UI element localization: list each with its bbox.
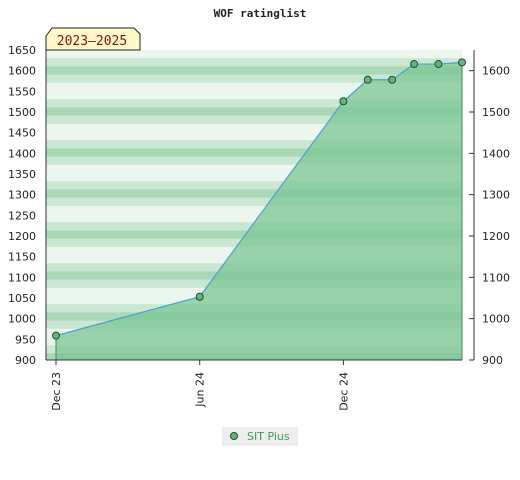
y-tick-label-right: 1500 <box>482 106 510 119</box>
y-tick-label-left: 1100 <box>8 271 36 284</box>
x-tick-label: Dec 23 <box>50 372 63 411</box>
grid-band <box>46 58 462 67</box>
y-axis-right: 900 1000 1100 1200 1300 1400 1500 1600 <box>469 65 510 367</box>
data-point <box>363 75 372 84</box>
y-tick-label-left: 1050 <box>8 292 36 305</box>
y-tick-label-left: 1600 <box>8 65 36 78</box>
data-point <box>195 292 204 301</box>
x-axis: Dec 23 Jun 24 Dec 24 <box>50 360 350 411</box>
legend-marker <box>230 432 238 440</box>
grid-band <box>46 156 462 166</box>
y-tick-label-right: 1300 <box>482 189 510 202</box>
grid-band <box>46 173 462 182</box>
grid-band <box>46 66 462 75</box>
y-tick-label-left: 950 <box>15 333 36 346</box>
y-tick-label-left: 1500 <box>8 106 36 119</box>
y-tick-label-right: 900 <box>482 354 503 367</box>
series-line-layer <box>55 61 463 360</box>
grid-band <box>46 115 462 125</box>
grid-band <box>46 50 462 59</box>
series-area <box>56 62 462 361</box>
grid-band <box>46 123 462 133</box>
y-tick-label-left: 900 <box>15 354 36 367</box>
grid-band <box>46 148 462 157</box>
data-point <box>458 58 466 67</box>
x-tick-label: Dec 24 <box>337 372 350 411</box>
series-area-fill <box>56 62 462 361</box>
grid-band <box>46 140 462 149</box>
grid-band <box>46 197 462 207</box>
data-point <box>388 75 397 84</box>
grid-band <box>46 107 462 116</box>
chart-title: WOF ratinglist <box>214 7 307 20</box>
y-tick-label-left: 1550 <box>8 85 36 98</box>
legend-label: SIT Pius <box>247 430 290 443</box>
grid-band <box>46 189 462 198</box>
grid-band <box>46 214 462 223</box>
period-badge: 2023–2025 <box>45 27 141 51</box>
data-point <box>410 60 419 69</box>
badge-label: 2023–2025 <box>57 34 127 49</box>
grid-band <box>46 132 462 141</box>
y-tick-label-left: 1150 <box>8 251 36 264</box>
y-tick-label-left: 1000 <box>8 313 36 326</box>
data-point <box>52 331 60 340</box>
y-tick-label-right: 1200 <box>482 230 510 243</box>
y-tick-label-left: 1400 <box>8 147 36 160</box>
grid-band <box>46 181 462 190</box>
y-axis-left: 900 950 1000 1050 1100 1150 1200 1250 1300 1350 14… <box>8 44 36 367</box>
badge-box <box>45 27 141 51</box>
series-markers <box>52 58 466 340</box>
y-tick-label-left: 1300 <box>8 189 36 202</box>
y-tick-label-left: 1450 <box>8 127 36 140</box>
data-point <box>434 60 443 69</box>
data-point <box>339 97 348 106</box>
grid-band <box>46 99 462 108</box>
y-tick-label-right: 1100 <box>482 271 510 284</box>
y-tick-label-right: 1600 <box>482 65 510 78</box>
y-tick-label-left: 1350 <box>8 168 36 181</box>
y-tick-label-left: 1250 <box>8 209 36 222</box>
grid-band <box>46 205 462 215</box>
y-tick-label-right: 1400 <box>482 147 510 160</box>
grid-band <box>46 91 462 100</box>
x-tick-label: Jun 24 <box>194 372 207 408</box>
series-line <box>55 61 463 337</box>
y-tick-label-left: 1650 <box>8 44 36 57</box>
grid-band <box>46 82 462 92</box>
axes <box>45 50 475 361</box>
legend[interactable]: SIT Pius <box>222 427 298 446</box>
y-tick-label-left: 1200 <box>8 230 36 243</box>
grid-band <box>46 74 462 84</box>
legend-box <box>222 427 298 446</box>
y-tick-label-right: 1000 <box>482 313 510 326</box>
grid-band <box>46 164 462 174</box>
